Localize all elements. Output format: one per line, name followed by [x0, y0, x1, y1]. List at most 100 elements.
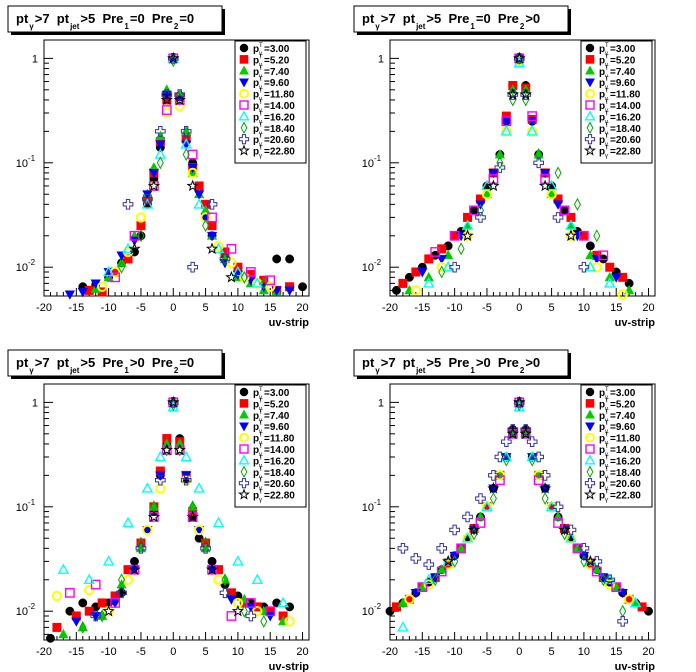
legend-superscript: T — [605, 89, 609, 95]
title-box — [7, 5, 223, 33]
x-tick-label: 5 — [549, 302, 555, 314]
legend-label: =18.40 — [610, 124, 641, 135]
legend-label: =3.00 — [610, 44, 636, 55]
data-point — [205, 563, 219, 575]
data-point — [565, 531, 577, 543]
legend-label: =3.00 — [610, 388, 636, 399]
x-tick-label: 0 — [516, 302, 522, 314]
data-point — [239, 65, 249, 75]
data-markers — [64, 51, 307, 300]
data-point — [526, 125, 538, 136]
data-point — [585, 100, 595, 110]
legend-superscript: T — [259, 77, 263, 83]
data-point — [475, 493, 486, 504]
data-point — [239, 409, 249, 419]
legend-symbol: p — [599, 135, 605, 146]
data-point — [496, 156, 504, 170]
legend-subscript: γ — [259, 441, 262, 447]
data-point — [584, 478, 596, 489]
data-point — [565, 219, 577, 230]
legend-subscript: γ — [259, 395, 262, 401]
data-point — [160, 443, 173, 456]
legend-superscript: T — [259, 444, 263, 450]
title-text: =0 Pre — [130, 11, 173, 26]
legend-symbol: p — [253, 399, 259, 410]
data-point — [205, 242, 219, 255]
data-point — [430, 247, 441, 257]
legend-superscript: T — [605, 455, 609, 461]
x-tick-label: -10 — [101, 646, 117, 658]
data-point — [240, 270, 248, 284]
data-point — [585, 409, 595, 419]
data-point — [187, 167, 198, 179]
y-tick-label: 10 — [362, 502, 374, 514]
data-point — [226, 243, 237, 254]
x-tick-label: 5 — [203, 302, 209, 314]
data-point — [584, 110, 596, 121]
x-tick-label: 15 — [264, 646, 276, 658]
data-point — [500, 125, 513, 136]
data-point — [200, 543, 211, 554]
series-7 — [397, 400, 642, 632]
legend-subscript: γ — [605, 108, 608, 114]
legend-superscript: T — [259, 410, 263, 416]
legend-subscript: γ — [259, 452, 262, 458]
data-point — [137, 229, 145, 243]
y-tick-label: 10 — [16, 262, 28, 274]
title-subscript: 1 — [124, 366, 129, 375]
data-point — [527, 111, 538, 122]
legend-superscript: T — [605, 410, 609, 416]
data-point — [240, 121, 248, 135]
data-point — [180, 474, 192, 486]
data-point — [122, 574, 134, 585]
data-point — [206, 199, 218, 210]
data-point — [423, 579, 434, 590]
data-point — [584, 454, 596, 465]
data-point — [51, 590, 63, 602]
legend-symbol: p — [599, 67, 605, 78]
series-7 — [57, 400, 289, 608]
data-point — [193, 524, 205, 536]
legend-superscript: T — [605, 134, 609, 140]
data-point — [77, 288, 88, 298]
data-point — [579, 230, 589, 241]
data-point — [180, 474, 192, 486]
data-point — [584, 554, 597, 567]
data-point — [586, 465, 594, 479]
legend-subscript: γ — [605, 395, 608, 401]
data-point — [617, 289, 628, 300]
data-point — [506, 88, 519, 100]
data-point — [239, 88, 249, 99]
data-point — [449, 524, 460, 536]
x-tick-label: -10 — [447, 646, 463, 658]
data-point — [237, 144, 251, 156]
data-point — [161, 105, 172, 115]
data-point — [436, 255, 447, 265]
legend-label: =14.00 — [610, 101, 641, 112]
data-point — [160, 93, 173, 106]
legend-label: =20.60 — [610, 135, 641, 146]
x-tick-label: -5 — [482, 646, 492, 658]
data-point — [97, 598, 107, 608]
x-tick-label: -15 — [414, 646, 430, 658]
legend-label: =14.00 — [264, 445, 295, 456]
legend-superscript: T — [605, 421, 609, 427]
data-markers — [385, 395, 653, 632]
title-text: >5 Pre — [80, 11, 123, 26]
data-point — [585, 241, 595, 251]
legend-symbol: p — [253, 147, 259, 158]
data-point — [552, 212, 564, 223]
data-point — [147, 510, 161, 523]
x-axis-label: uv-strip — [269, 661, 310, 672]
data-point — [57, 563, 70, 574]
legend-label: =16.20 — [264, 112, 295, 123]
y-tick-exponent: -1 — [28, 498, 36, 507]
title-text: >7 pt — [381, 11, 416, 26]
legend-symbol: p — [253, 44, 259, 55]
x-tick-label: 10 — [232, 302, 244, 314]
legend-label: =16.20 — [610, 456, 641, 467]
legend-subscript: γ — [259, 62, 262, 68]
legend-label: =5.20 — [264, 399, 290, 410]
